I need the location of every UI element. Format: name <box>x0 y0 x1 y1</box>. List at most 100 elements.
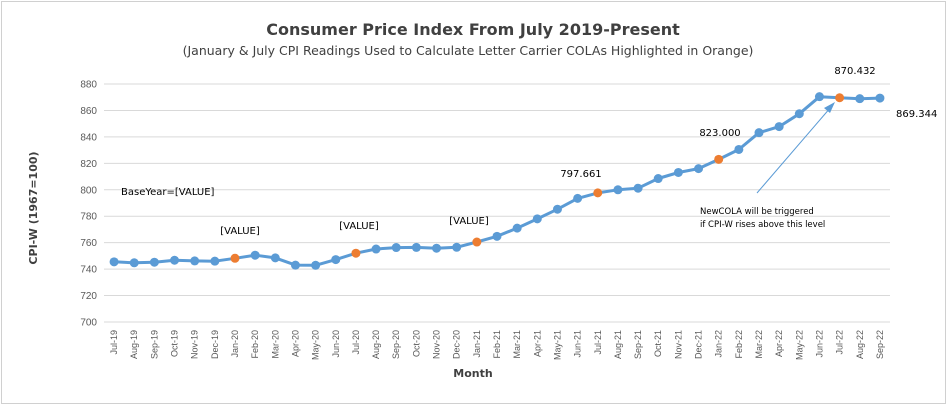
new-cola-note-line1: NewCOLA will be triggered <box>700 207 814 217</box>
base-year-label: BaseYear=[VALUE] <box>121 187 215 198</box>
data-point <box>371 244 381 254</box>
data-point <box>512 223 522 233</box>
data-point <box>331 255 341 265</box>
cola-data-point <box>714 154 724 164</box>
data-point <box>855 94 865 104</box>
x-tick-label: May-20 <box>311 330 321 360</box>
y-axis-ticks: 700 720 740 760 780 800 820 840 860 880 <box>80 80 97 329</box>
peak-value-label: 870.432 <box>834 66 875 77</box>
x-tick-label: Sep-21 <box>633 330 643 359</box>
x-tick-label: Oct-20 <box>411 330 421 357</box>
data-point <box>794 109 804 119</box>
y-tick-label: 860 <box>80 106 97 117</box>
data-point <box>613 185 623 195</box>
data-point <box>673 167 683 177</box>
latest-value-label: 869.344 <box>896 109 937 120</box>
chart-title: Consumer Price Index From July 2019-Pres… <box>266 20 680 39</box>
x-tick-label: Dec-19 <box>210 330 220 359</box>
new-cola-note-line2: if CPI-W rises above this level <box>700 220 825 230</box>
jan22-value-label: 823.000 <box>699 128 740 139</box>
x-tick-label: Mar-20 <box>270 330 280 359</box>
new-cola-arrow <box>756 106 832 194</box>
jan20-value-label: [VALUE] <box>220 226 260 237</box>
x-tick-label: Jul-20 <box>351 330 361 355</box>
cola-data-point <box>230 253 240 263</box>
data-points <box>109 92 885 270</box>
x-tick-label: Aug-20 <box>371 330 381 359</box>
cola-data-point <box>472 237 482 247</box>
jan21-value-label: [VALUE] <box>449 216 489 227</box>
x-tick-label: Jun-21 <box>573 330 583 358</box>
x-tick-label: Feb-22 <box>734 330 744 359</box>
x-tick-label: Jan-20 <box>230 330 240 358</box>
x-tick-label: Sep-22 <box>875 330 885 359</box>
y-tick-label: 880 <box>80 80 97 91</box>
data-point <box>311 260 321 270</box>
y-tick-label: 700 <box>80 318 97 329</box>
x-tick-label: Mar-21 <box>512 330 522 359</box>
data-point <box>290 260 300 270</box>
data-point <box>552 204 562 214</box>
data-point <box>492 231 502 241</box>
x-tick-label: Jan-21 <box>472 330 482 358</box>
new-cola-arrow-head <box>824 102 835 113</box>
y-tick-label: 780 <box>80 212 97 223</box>
x-tick-label: Mar-22 <box>754 330 764 359</box>
data-point <box>875 93 885 103</box>
data-point <box>170 255 180 265</box>
y-tick-label: 840 <box>80 132 97 143</box>
x-tick-label: Aug-21 <box>613 330 623 359</box>
x-tick-label: Jul-19 <box>109 330 119 355</box>
x-tick-label: Dec-20 <box>452 330 462 359</box>
data-point <box>432 243 442 253</box>
data-point <box>250 250 260 260</box>
x-tick-label: Apr-22 <box>774 330 784 357</box>
data-point <box>694 164 704 174</box>
data-point <box>573 193 583 203</box>
cola-data-point <box>351 248 361 258</box>
data-point <box>270 253 280 263</box>
data-point <box>452 242 462 252</box>
data-point <box>391 243 401 253</box>
x-tick-label: May-21 <box>552 330 562 360</box>
data-point <box>754 128 764 138</box>
x-tick-label: Nov-20 <box>432 330 442 359</box>
x-tick-label: Jun-20 <box>331 330 341 358</box>
y-tick-label: 720 <box>80 291 97 302</box>
y-tick-label: 760 <box>80 238 97 249</box>
data-point <box>653 174 663 184</box>
x-tick-label: May-22 <box>794 330 804 360</box>
x-tick-label: Dec-21 <box>694 330 704 359</box>
x-tick-label: Sep-20 <box>391 330 401 359</box>
x-axis-title: Month <box>453 367 492 380</box>
y-axis-title: CPI-W (1967=100) <box>27 151 40 264</box>
x-tick-label: Oct-21 <box>653 330 663 357</box>
jul21-value-label: 797.661 <box>560 169 601 180</box>
x-tick-label: Apr-20 <box>290 330 300 357</box>
x-tick-label: Feb-20 <box>250 330 260 359</box>
data-point <box>129 258 139 268</box>
x-tick-label: Jan-22 <box>714 330 724 358</box>
data-point <box>532 214 542 224</box>
x-tick-label: Feb-21 <box>492 330 502 359</box>
chart-subtitle: (January & July CPI Readings Used to Cal… <box>183 43 754 58</box>
jul20-value-label: [VALUE] <box>339 221 379 232</box>
data-point <box>109 257 119 267</box>
x-tick-label: Oct-19 <box>170 330 180 357</box>
x-axis-ticks: Jul-19 Aug-19 Sep-19 Oct-19 Nov-19 Dec-19 Jan-… <box>109 330 885 360</box>
y-tick-label: 800 <box>80 185 97 196</box>
x-tick-label: Nov-21 <box>673 330 683 359</box>
x-tick-label: Jul-22 <box>835 330 845 355</box>
y-tick-label: 740 <box>80 265 97 276</box>
data-point <box>190 256 200 266</box>
x-tick-label: Sep-19 <box>149 330 159 359</box>
x-tick-label: Jul-21 <box>593 330 603 355</box>
y-tick-label: 820 <box>80 159 97 170</box>
gridlines <box>104 83 890 323</box>
cola-data-point <box>593 188 603 198</box>
data-point <box>774 122 784 132</box>
data-point <box>633 183 643 193</box>
x-tick-label: Nov-19 <box>190 330 200 359</box>
x-tick-label: Aug-22 <box>855 330 865 359</box>
